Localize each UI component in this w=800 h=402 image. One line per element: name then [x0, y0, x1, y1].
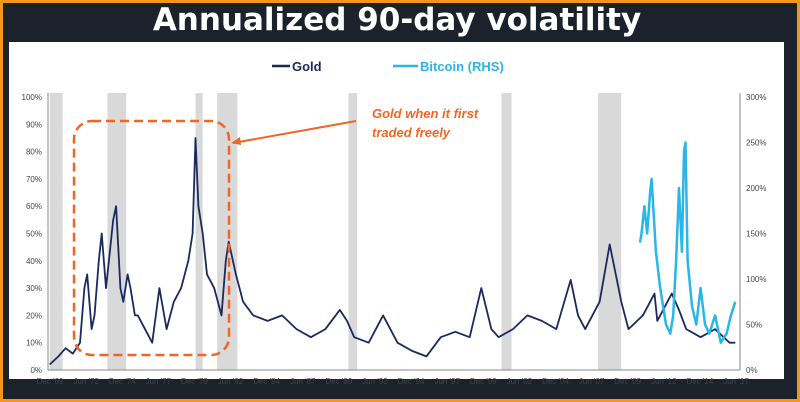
x-tick-label: Jun '77: [146, 377, 172, 386]
shaded-period: [49, 93, 63, 370]
left-tick-label: 70%: [26, 175, 42, 184]
left-tick-label: 20%: [26, 311, 42, 320]
left-tick-label: 10%: [26, 339, 42, 348]
right-tick-label: 300%: [746, 93, 766, 102]
annotation-box: [72, 119, 231, 357]
chart-title: Annualized 90-day volatility: [152, 2, 642, 38]
shaded-period: [501, 93, 512, 370]
x-tick-label: Dec '94: [398, 377, 425, 386]
annotation-line2: traded freely: [372, 125, 451, 140]
annotation-arrow: [232, 120, 357, 144]
x-tick-label: Dec '14: [686, 377, 713, 386]
x-tick-label: Jun '97: [434, 377, 460, 386]
right-tick-label: 150%: [746, 230, 766, 239]
legend-bitcoin: Bitcoin (RHS): [420, 59, 504, 74]
bitcoin-line: [638, 141, 737, 344]
left-tick-label: 80%: [26, 148, 42, 157]
shaded-period: [598, 93, 622, 370]
x-tick-label: Jun '82: [218, 377, 244, 386]
left-tick-label: 0%: [30, 366, 42, 375]
right-tick-label: 0%: [746, 366, 758, 375]
x-tick-label: Dec '99: [470, 377, 497, 386]
shaded-period: [348, 93, 358, 370]
left-tick-label: 30%: [26, 284, 42, 293]
right-tick-label: 250%: [746, 139, 766, 148]
shaded-period: [195, 93, 203, 370]
right-tick-label: 100%: [746, 275, 766, 284]
right-tick-label: 200%: [746, 184, 766, 193]
x-tick-label: Jun '12: [651, 377, 677, 386]
x-tick-label: Dec '04: [542, 377, 569, 386]
left-tick-label: 40%: [26, 257, 42, 266]
x-tick-label: Dec '79: [181, 377, 208, 386]
x-tick-label: Dec '74: [109, 377, 136, 386]
annotation-arrowhead: [231, 137, 242, 145]
left-tick-label: 100%: [22, 93, 42, 102]
annotation-line1: Gold when it first: [372, 106, 479, 121]
legend-gold: Gold: [292, 59, 322, 74]
x-tick-label: Jun '72: [73, 377, 99, 386]
x-tick-label: Jun '07: [579, 377, 605, 386]
x-tick-label: Dec '84: [253, 377, 280, 386]
x-tick-label: Jun '17: [723, 377, 749, 386]
x-tick-label: Jun '02: [507, 377, 533, 386]
right-tick-label: 50%: [746, 321, 762, 330]
x-tick-label: Jun '87: [290, 377, 316, 386]
left-tick-label: 90%: [26, 120, 42, 129]
left-tick-label: 60%: [26, 202, 42, 211]
x-tick-label: Dec '69: [37, 377, 64, 386]
x-tick-label: Dec '09: [614, 377, 641, 386]
left-tick-label: 50%: [26, 230, 42, 239]
x-tick-label: Dec '89: [325, 377, 352, 386]
x-tick-label: Jun '92: [362, 377, 388, 386]
chart-panel: [9, 42, 784, 379]
gold-line: [49, 137, 736, 366]
